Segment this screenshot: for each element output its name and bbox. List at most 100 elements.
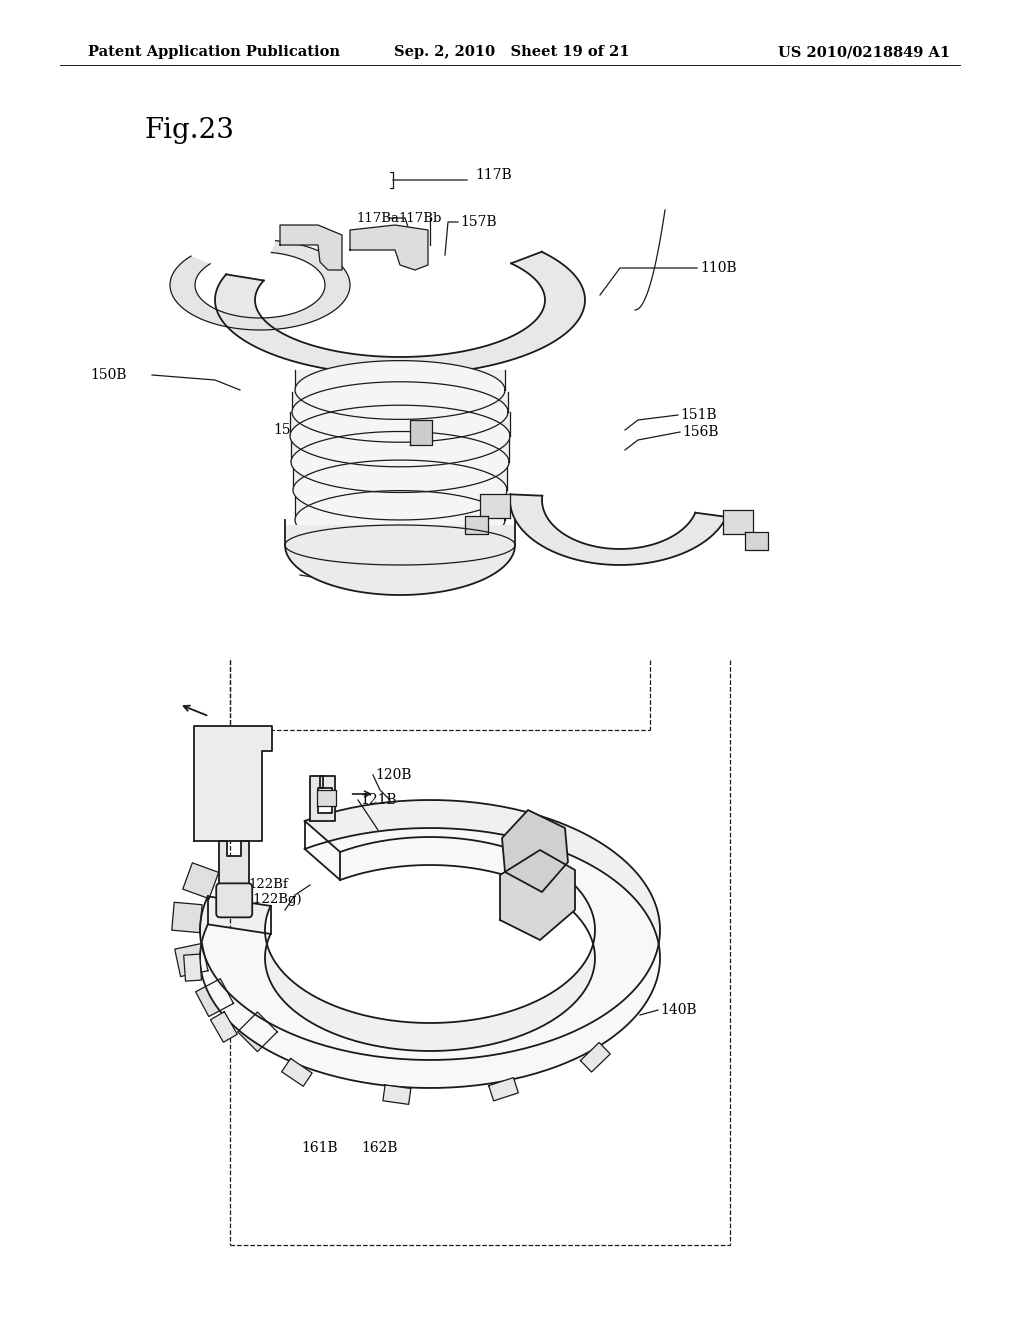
Polygon shape xyxy=(295,360,505,420)
Text: 111P: 111P xyxy=(368,480,403,495)
Polygon shape xyxy=(202,948,204,981)
Text: {: { xyxy=(317,411,333,433)
Text: Sep. 2, 2010   Sheet 19 of 21: Sep. 2, 2010 Sheet 19 of 21 xyxy=(394,45,630,59)
Polygon shape xyxy=(480,494,510,517)
Polygon shape xyxy=(426,1060,436,1088)
Polygon shape xyxy=(227,991,231,1024)
Polygon shape xyxy=(612,1005,618,1038)
Polygon shape xyxy=(383,1085,411,1105)
Text: 117B: 117B xyxy=(475,168,512,182)
Text: 153Ba: 153Ba xyxy=(338,408,381,421)
Text: 151B: 151B xyxy=(680,408,717,422)
Text: 140B: 140B xyxy=(660,1003,696,1016)
Polygon shape xyxy=(376,1056,385,1085)
Polygon shape xyxy=(535,1043,543,1074)
Polygon shape xyxy=(238,1012,278,1052)
Text: 121B: 121B xyxy=(360,793,396,807)
Polygon shape xyxy=(293,1035,301,1065)
Polygon shape xyxy=(618,1001,624,1032)
Polygon shape xyxy=(219,841,249,891)
Text: 120B: 120B xyxy=(375,768,412,781)
Polygon shape xyxy=(290,405,510,467)
Polygon shape xyxy=(502,810,568,892)
Text: (122Bg): (122Bg) xyxy=(248,894,302,907)
Text: 150B: 150B xyxy=(90,368,127,381)
Polygon shape xyxy=(200,800,660,1060)
Polygon shape xyxy=(293,461,507,520)
Polygon shape xyxy=(592,1018,599,1051)
Polygon shape xyxy=(466,516,488,533)
Text: 161B: 161B xyxy=(302,1140,338,1155)
Polygon shape xyxy=(457,1059,467,1088)
Polygon shape xyxy=(488,1077,518,1101)
Polygon shape xyxy=(585,1022,592,1055)
Polygon shape xyxy=(516,1048,525,1078)
Polygon shape xyxy=(624,995,629,1028)
Polygon shape xyxy=(214,975,218,1008)
Polygon shape xyxy=(208,964,211,998)
Polygon shape xyxy=(262,1019,269,1051)
Text: 110B: 110B xyxy=(700,261,736,275)
Polygon shape xyxy=(552,1038,560,1068)
Polygon shape xyxy=(416,1060,426,1088)
Polygon shape xyxy=(170,240,350,330)
Polygon shape xyxy=(745,532,768,550)
Text: 156B: 156B xyxy=(682,425,719,440)
Text: 157B: 157B xyxy=(460,215,497,228)
Polygon shape xyxy=(318,1044,328,1074)
Polygon shape xyxy=(196,978,233,1016)
Polygon shape xyxy=(243,1006,249,1039)
Text: 153B: 153B xyxy=(273,422,310,437)
Text: 153B: 153B xyxy=(390,581,427,595)
Polygon shape xyxy=(406,1059,416,1088)
Polygon shape xyxy=(350,224,428,271)
Polygon shape xyxy=(183,954,202,981)
Polygon shape xyxy=(486,1055,497,1084)
Polygon shape xyxy=(269,1023,278,1055)
Polygon shape xyxy=(385,1057,395,1086)
Polygon shape xyxy=(506,1051,516,1081)
Polygon shape xyxy=(525,1045,535,1076)
Polygon shape xyxy=(301,1038,309,1069)
Polygon shape xyxy=(410,420,432,445)
Polygon shape xyxy=(278,1027,285,1059)
Polygon shape xyxy=(577,1026,585,1059)
Polygon shape xyxy=(211,970,214,1003)
Polygon shape xyxy=(309,776,335,821)
Polygon shape xyxy=(238,1001,243,1034)
Polygon shape xyxy=(346,1051,355,1081)
Text: Patent Application Publication: Patent Application Publication xyxy=(88,45,340,59)
Polygon shape xyxy=(215,252,585,375)
Polygon shape xyxy=(175,944,208,977)
Polygon shape xyxy=(316,791,336,807)
Text: Fig.23: Fig.23 xyxy=(145,116,234,144)
Polygon shape xyxy=(211,1011,238,1043)
Polygon shape xyxy=(436,1060,446,1088)
Polygon shape xyxy=(581,1043,610,1072)
Polygon shape xyxy=(201,941,202,975)
Polygon shape xyxy=(249,1010,256,1043)
Polygon shape xyxy=(446,1059,457,1088)
Text: 122Bf: 122Bf xyxy=(248,879,288,891)
Polygon shape xyxy=(222,986,227,1019)
Text: 117Bb: 117Bb xyxy=(398,211,441,224)
Text: 117Ba: 117Ba xyxy=(356,211,399,224)
Polygon shape xyxy=(285,1031,293,1063)
Text: 153Bb: 153Bb xyxy=(338,425,381,438)
Polygon shape xyxy=(206,958,208,993)
Polygon shape xyxy=(295,491,505,549)
Polygon shape xyxy=(599,1014,606,1047)
Polygon shape xyxy=(395,1059,406,1088)
Polygon shape xyxy=(476,1056,486,1085)
Polygon shape xyxy=(256,1015,262,1047)
Polygon shape xyxy=(200,828,660,1088)
Polygon shape xyxy=(282,1059,312,1086)
Polygon shape xyxy=(723,511,754,535)
Polygon shape xyxy=(292,381,508,442)
Polygon shape xyxy=(309,1040,318,1072)
Text: US 2010/0218849 A1: US 2010/0218849 A1 xyxy=(778,45,950,59)
FancyBboxPatch shape xyxy=(216,883,252,917)
Polygon shape xyxy=(606,1010,612,1041)
Polygon shape xyxy=(172,903,202,933)
Text: 162B: 162B xyxy=(361,1140,398,1155)
